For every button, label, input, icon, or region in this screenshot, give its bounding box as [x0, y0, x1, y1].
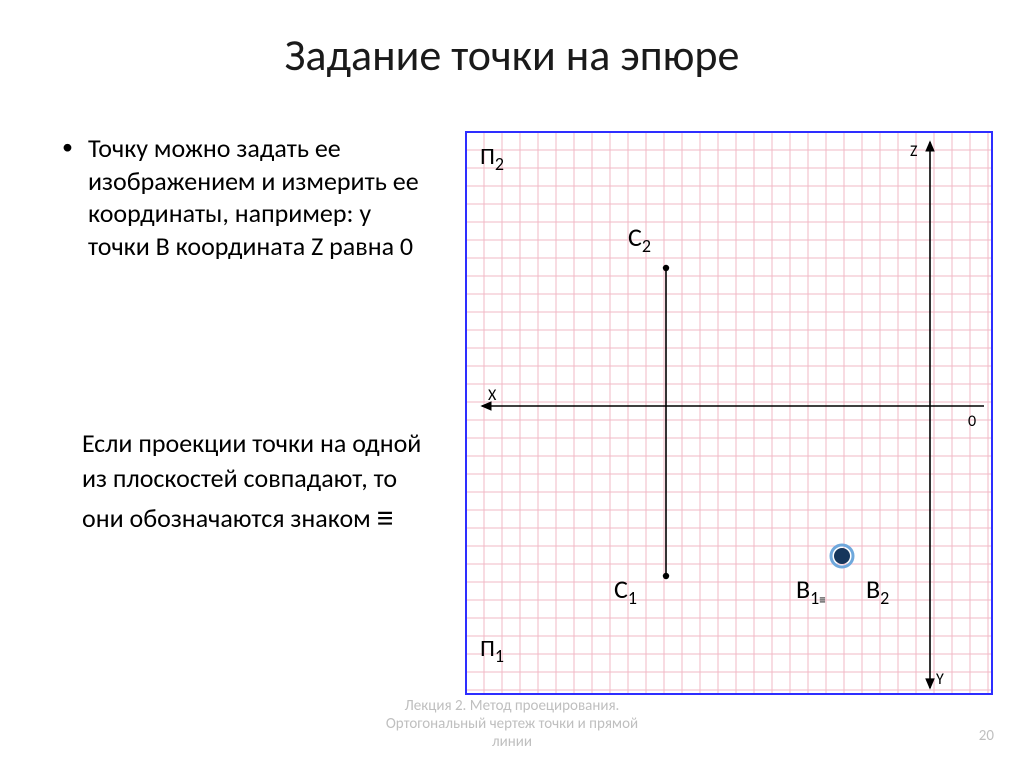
para2-text: Если проекции точки на одной из плоскост… [82, 427, 421, 534]
svg-text:П2: П2 [480, 142, 504, 175]
footer-text: Лекция 2. Метод проецирования. Ортогонал… [0, 697, 1024, 751]
footer-line-2: Ортогональный чертеж точки и прямой [386, 715, 638, 733]
grid [466, 132, 992, 694]
footer-line-3: линии [492, 733, 532, 751]
svg-text:Y: Y [936, 670, 944, 689]
epure-svg: X Z Y 0 П2 П1 C2 C1 B1≡ B2 [462, 128, 996, 698]
svg-text:B2: B2 [866, 573, 889, 609]
slide-title: Задание точки на эпюре [0, 28, 1024, 82]
point-C2 [663, 265, 669, 271]
svg-text:B1≡: B1≡ [796, 573, 826, 609]
slide: Задание точки на эпюре • Точку можно зад… [0, 0, 1024, 767]
point-B [834, 548, 850, 564]
axes [482, 142, 984, 688]
second-paragraph: Если проекции точки на одной из плоскост… [82, 426, 422, 542]
bullet-text: Точку можно задать ее изображением и изм… [88, 132, 422, 262]
svg-text:C1: C1 [614, 573, 637, 609]
svg-text:Z: Z [910, 142, 918, 161]
ident-symbol: ≡ [377, 498, 394, 539]
bullet-icon: • [62, 132, 88, 262]
epure-diagram: X Z Y 0 П2 П1 C2 C1 B1≡ B2 [462, 128, 996, 698]
page-number: 20 [979, 727, 994, 745]
svg-text:П1: П1 [480, 634, 504, 667]
svg-text:X: X [488, 386, 497, 405]
point-C1 [663, 573, 669, 579]
footer-line-1: Лекция 2. Метод проецирования. [405, 697, 620, 715]
svg-text:C2: C2 [628, 221, 651, 257]
bullet-paragraph: • Точку можно задать ее изображением и и… [62, 132, 422, 262]
svg-text:0: 0 [968, 412, 976, 431]
